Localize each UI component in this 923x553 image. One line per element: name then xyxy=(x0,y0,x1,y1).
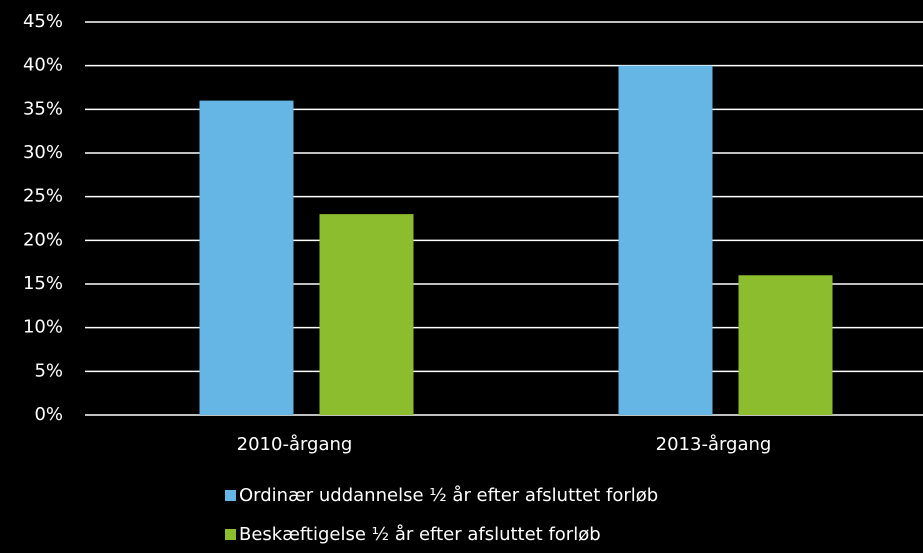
y-tick-label: 5% xyxy=(34,360,63,381)
legend-swatch xyxy=(225,529,236,540)
bar xyxy=(618,65,713,416)
x-tick-label: 2010-årgang xyxy=(237,434,353,455)
y-tick-label: 35% xyxy=(23,98,63,119)
legend-swatch xyxy=(225,490,236,501)
y-tick-label: 15% xyxy=(23,273,63,294)
bar xyxy=(319,214,414,415)
y-tick-label: 0% xyxy=(34,404,63,425)
y-tick-label: 45% xyxy=(23,11,63,32)
legend-label: Ordinær uddannelse ½ år efter afsluttet … xyxy=(239,485,658,506)
bar xyxy=(738,275,833,415)
bar xyxy=(199,100,294,415)
y-tick-label: 20% xyxy=(23,229,63,250)
y-tick-label: 25% xyxy=(23,186,63,207)
legend-label: Beskæftigelse ½ år efter afsluttet forlø… xyxy=(239,524,601,545)
y-tick-label: 40% xyxy=(23,55,63,76)
y-tick-label: 10% xyxy=(23,317,63,338)
y-tick-label: 30% xyxy=(23,142,63,163)
x-tick-label: 2013-årgang xyxy=(656,434,772,455)
